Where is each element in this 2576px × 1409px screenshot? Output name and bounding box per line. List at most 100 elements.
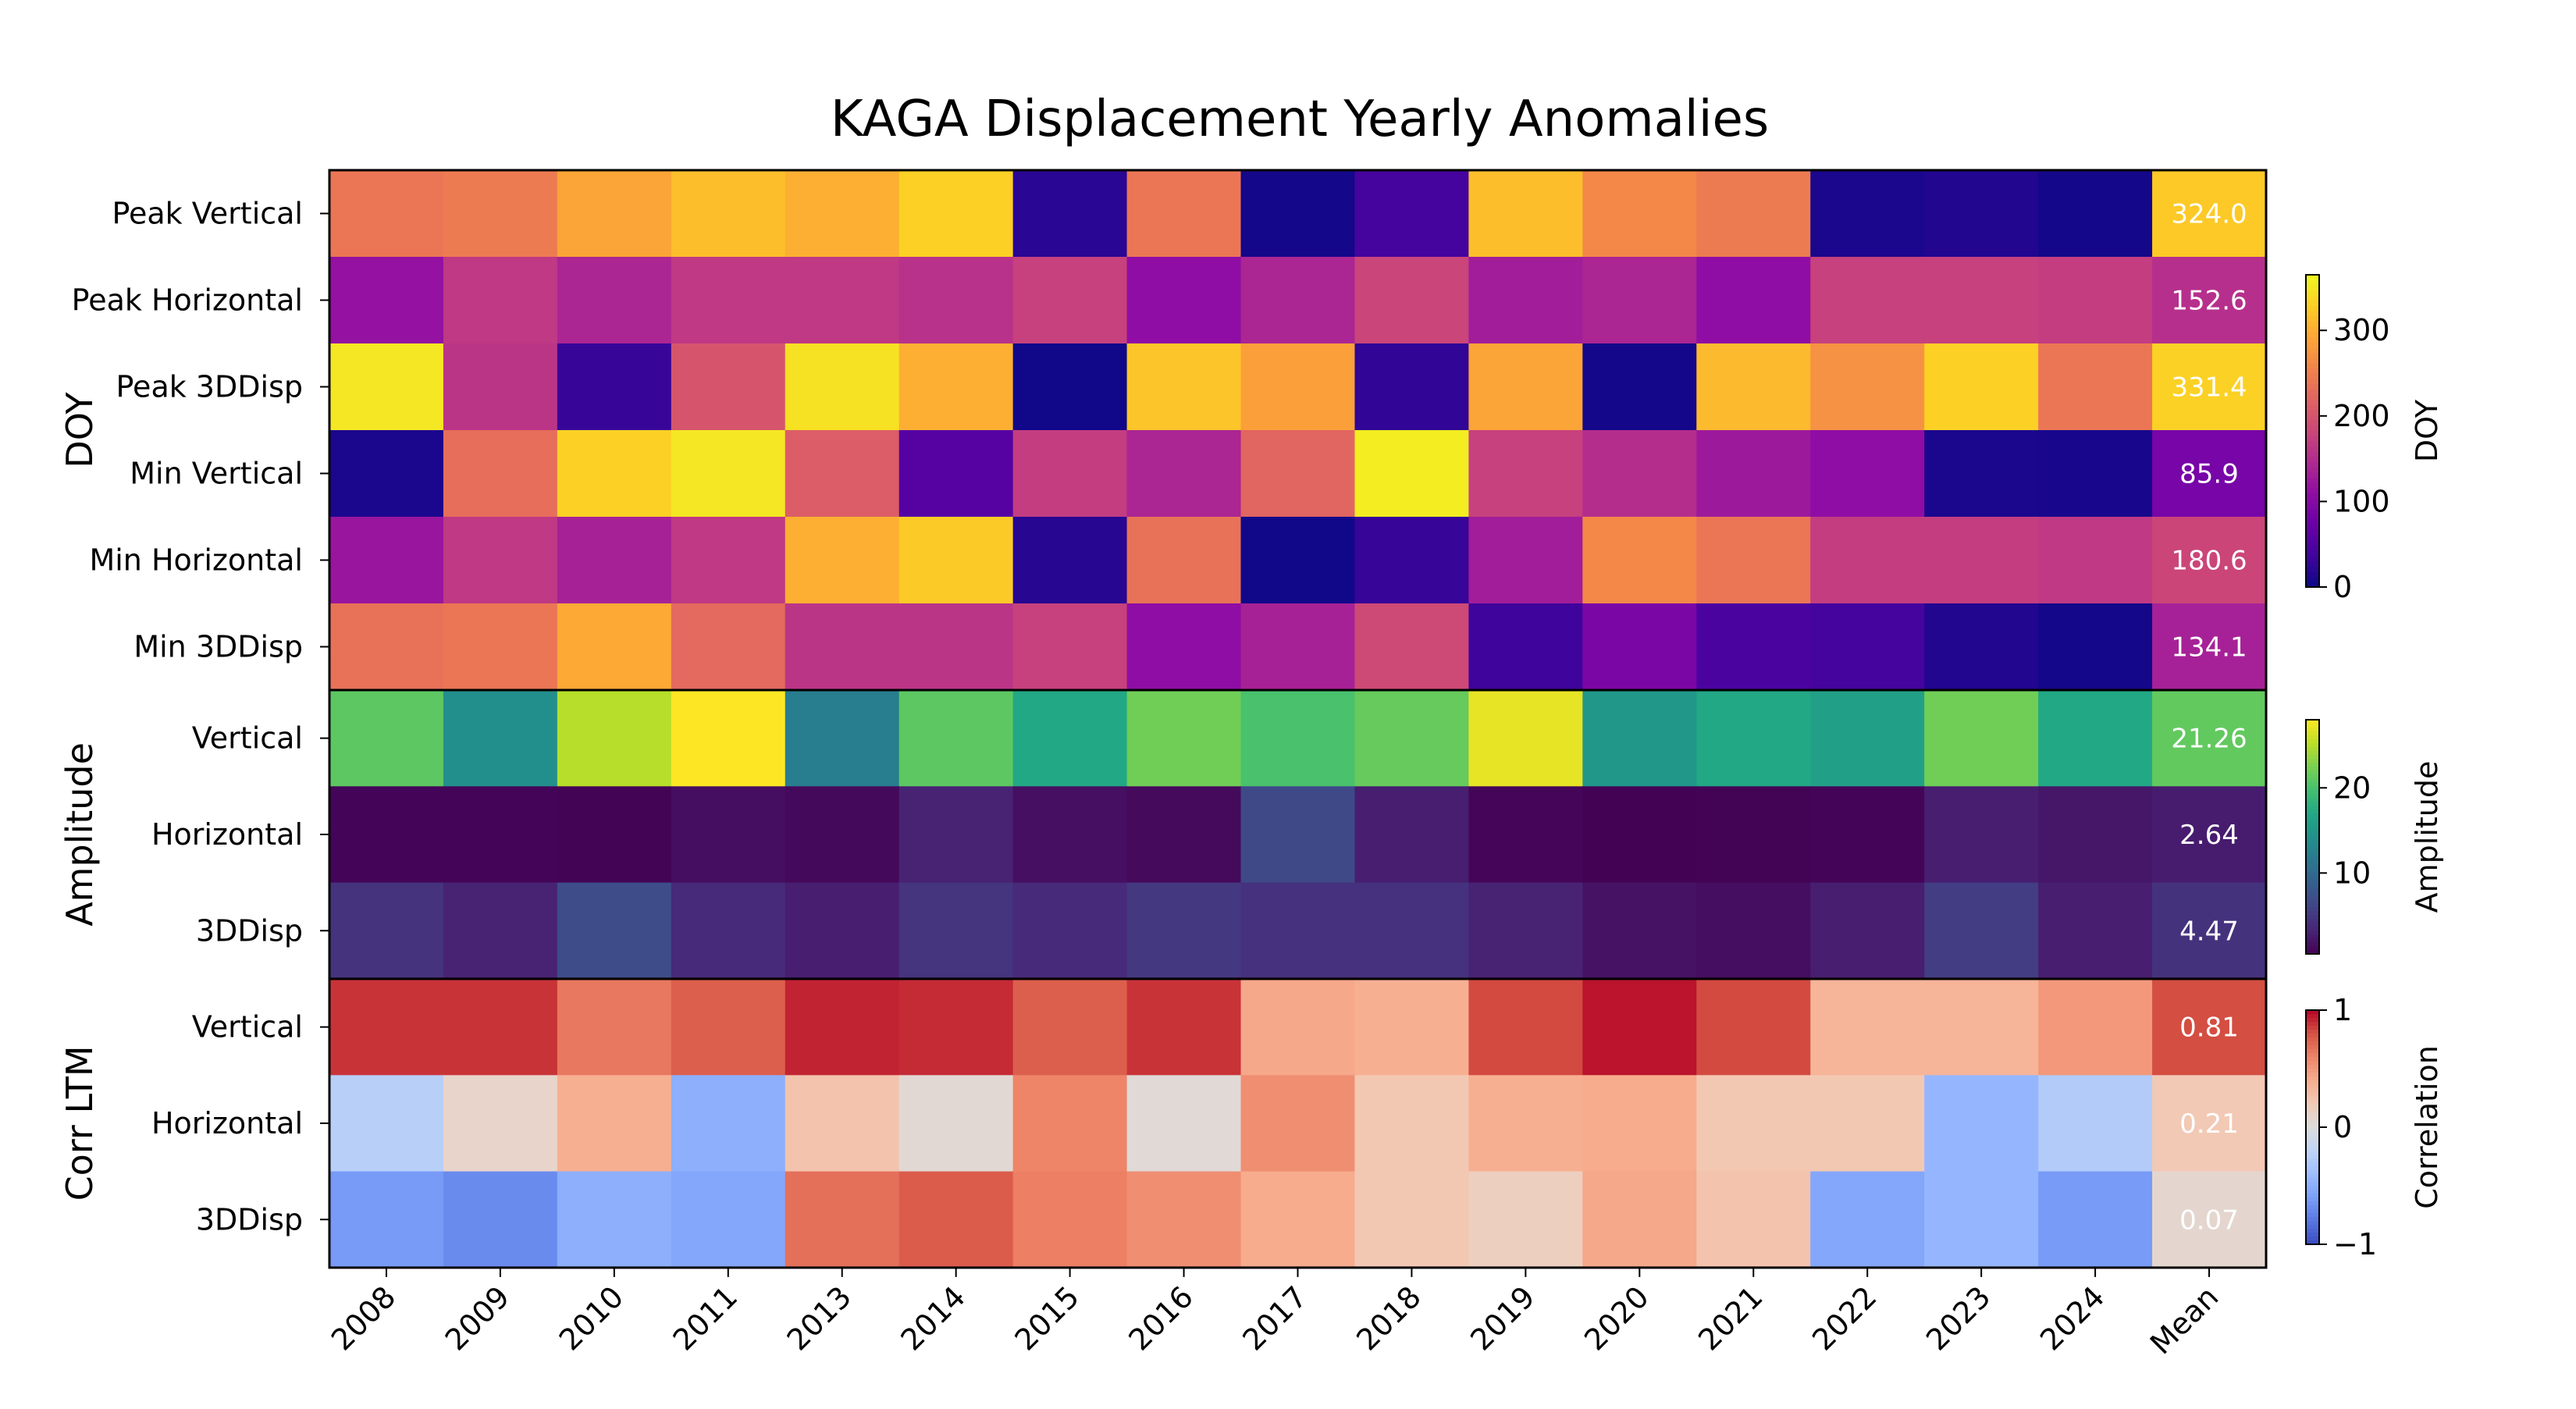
colorbar-segment [2306,1174,2319,1179]
heatmap-cell [898,882,1014,980]
heatmap-cell [1354,603,1470,691]
heatmap-cell [329,882,444,980]
colorbar-segment [2306,884,2319,888]
heatmap-cell [785,343,900,431]
colorbar-segment [2306,1201,2319,1206]
heatmap-cell [1354,786,1470,884]
x-tick-label: Mean [2144,1279,2225,1361]
colorbar-segment [2306,1069,2319,1073]
colorbar-segment [2306,451,2319,458]
heatmap-cell [898,170,1014,258]
colorbar-segment [2306,425,2319,432]
mean-cell [2152,1171,2266,1268]
heatmap-cell [898,257,1014,344]
heatmap-cell [2038,1075,2153,1172]
colorbar-segment [2306,467,2319,474]
heatmap-cell [1582,603,1697,691]
colorbar-segment [2306,735,2319,740]
heatmap-cell [671,882,786,980]
heatmap-cell [557,882,672,980]
heatmap-cell [1468,257,1583,344]
heatmap-cell [1126,430,1242,518]
colorbar-segment [2306,767,2319,771]
heatmap-cell [1696,603,1811,691]
heatmap-cell [1468,1171,1583,1268]
heatmap-cell [1582,1075,1697,1172]
colorbar-segment [2306,806,2319,810]
heatmap-cell [1810,430,1925,518]
heatmap-cell [557,979,672,1076]
heatmap-cell [329,1171,444,1268]
colorbar-segment [2306,1135,2319,1140]
colorbar-segment [2306,1034,2319,1038]
heatmap-cell [1696,1075,1811,1172]
x-tick-label: 2017 [1236,1279,1314,1357]
heatmap-cell [2038,882,2153,980]
heatmap-cell [1012,257,1128,344]
heatmap-cell [1012,343,1128,431]
colorbar-segment [2306,322,2319,328]
colorbar-segment [2306,1162,2319,1167]
colorbar-segment [2306,1112,2319,1116]
colorbar-segment [2306,1088,2319,1093]
colorbar-tick-label: 1 [2333,993,2352,1027]
colorbar-segment [2306,1225,2319,1229]
heatmap-cell [2038,690,2153,787]
colorbar-segment [2306,514,2319,521]
heatmap-cell [785,979,900,1076]
mean-value-label: 0.81 [2179,1012,2239,1044]
heatmap-cell [1012,1075,1128,1172]
heatmap-cell [443,170,558,258]
heatmap-cell [443,517,558,604]
colorbar-segment [2306,786,2319,791]
heatmap-cell [898,517,1014,604]
row-label: Horizontal [151,817,303,852]
heatmap-cell [1810,517,1925,604]
mean-cell [2152,517,2266,604]
heatmap-cell [671,1075,786,1172]
colorbar-segment [2306,326,2319,333]
heatmap-cell [1468,603,1583,691]
mean-value-label: 2.64 [2179,820,2239,851]
colorbar-tick-label: 0 [2333,570,2352,604]
colorbar-segment [2306,1076,2319,1081]
heatmap-cell [1924,343,2039,431]
colorbar-segment [2306,342,2319,349]
colorbar-segment [2306,1049,2319,1054]
heatmap-cell [671,517,786,604]
colorbar-segment [2306,1217,2319,1222]
colorbar-segment [2306,1229,2319,1233]
heatmap-cell [1468,882,1583,980]
colorbar-segment [2306,1221,2319,1226]
colorbar-segment [2306,927,2319,931]
colorbar-label: DOY [2410,399,2444,462]
mean-cell [2152,1075,2266,1172]
heatmap-cell [898,979,1014,1076]
colorbar-segment [2306,389,2319,396]
colorbar-segment [2306,1194,2319,1198]
heatmap-cell [2038,257,2153,344]
colorbar-segment [2306,1022,2319,1027]
heatmap-cell [1582,257,1697,344]
colorbar-segment [2306,841,2319,845]
colorbar-segment [2306,813,2319,818]
heatmap-cell [671,603,786,691]
colorbar-segment [2306,825,2319,830]
mean-value-label: 180.6 [2171,546,2247,577]
mean-cell [2152,690,2266,787]
heatmap-cell [785,603,900,691]
heatmap-cell [1126,882,1242,980]
heatmap-cell [329,786,444,884]
x-tick-label: 2019 [1464,1279,1542,1357]
mean-cell [2152,882,2266,980]
colorbar-segment [2306,911,2319,916]
mean-cell [2152,979,2266,1076]
heatmap-cell [785,257,900,344]
mean-cell [2152,786,2266,884]
row-label: 3DDisp [196,913,303,948]
colorbar-segment [2306,566,2319,572]
heatmap-cell [1696,882,1811,980]
colorbar-segment [2306,556,2319,562]
x-tick-label: 2022 [1806,1279,1884,1357]
heatmap-cell [1696,786,1811,884]
